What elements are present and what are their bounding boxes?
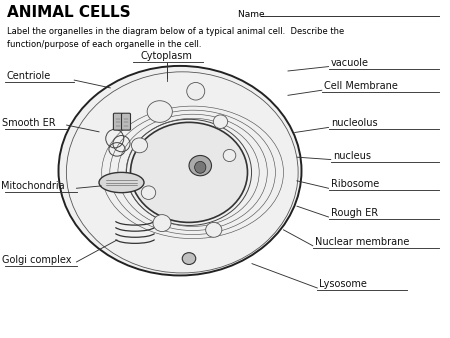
Text: Golgi complex: Golgi complex [2, 255, 72, 265]
Ellipse shape [194, 161, 206, 173]
Ellipse shape [131, 138, 148, 153]
Text: ANIMAL CELLS: ANIMAL CELLS [7, 5, 130, 20]
Text: Lysosome: Lysosome [320, 279, 367, 289]
Ellipse shape [206, 222, 222, 237]
Ellipse shape [223, 149, 236, 162]
Ellipse shape [141, 186, 156, 199]
Ellipse shape [58, 66, 302, 275]
Text: vacuole: vacuole [331, 57, 369, 68]
Text: Label the organelles in the diagram below of a typical animal cell.  Describe th: Label the organelles in the diagram belo… [7, 27, 344, 49]
Text: nucleolus: nucleolus [331, 118, 378, 128]
FancyBboxPatch shape [122, 113, 130, 130]
Ellipse shape [187, 82, 205, 100]
Text: Name: Name [238, 10, 271, 19]
Ellipse shape [189, 155, 212, 176]
FancyBboxPatch shape [113, 113, 122, 130]
Text: Rough ER: Rough ER [331, 208, 378, 218]
Text: nucleus: nucleus [333, 150, 371, 161]
Text: Centriole: Centriole [7, 71, 51, 81]
Text: Ribosome: Ribosome [331, 179, 379, 189]
Ellipse shape [130, 122, 248, 222]
Text: Cell Membrane: Cell Membrane [324, 81, 398, 91]
Ellipse shape [213, 115, 228, 128]
Text: Smooth ER: Smooth ER [2, 118, 56, 128]
Text: Nuclear membrane: Nuclear membrane [315, 237, 410, 247]
Ellipse shape [182, 252, 196, 265]
Text: Mitochondria: Mitochondria [1, 181, 64, 191]
Text: Cytoplasm: Cytoplasm [140, 51, 193, 61]
Ellipse shape [153, 215, 171, 232]
Ellipse shape [147, 101, 172, 122]
Ellipse shape [99, 172, 144, 193]
